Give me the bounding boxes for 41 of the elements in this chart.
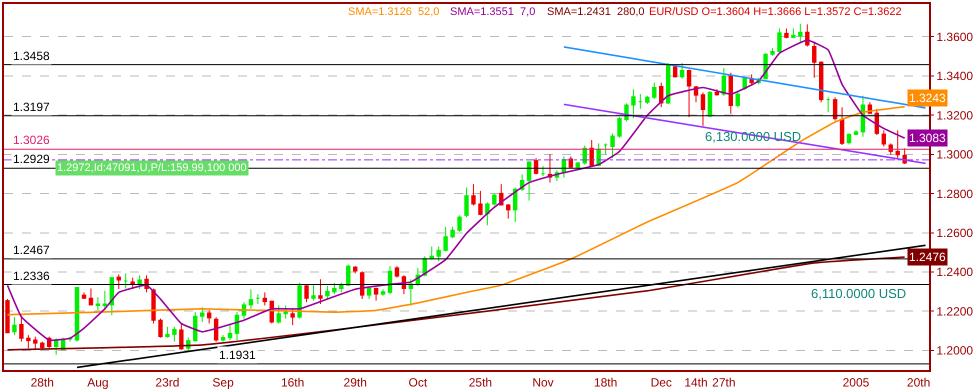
ref-line-label: 1.1931 bbox=[219, 348, 256, 362]
x-tick-label: Dec bbox=[650, 375, 672, 390]
y-tick-label: 1.3000 bbox=[936, 148, 974, 162]
y-tick-label: 1.2200 bbox=[936, 304, 974, 318]
x-tick-label: Nov bbox=[532, 375, 554, 390]
x-tick-label: Aug bbox=[87, 375, 109, 390]
x-tick-label: 27th bbox=[712, 375, 736, 390]
x-tick-label: 16th bbox=[280, 375, 304, 390]
data-label: 1.3083 bbox=[909, 131, 946, 145]
x-tick-label: 28th bbox=[30, 375, 54, 390]
y-tick-label: 1.2400 bbox=[936, 265, 974, 280]
annotation: SMA=1.3551 7,0 bbox=[450, 6, 536, 18]
annotation: EUR/USD O=1.3604 H=1.3666 L=1.3572 C=1.3622 bbox=[649, 6, 902, 18]
annotation: 6,110.0000 USD bbox=[811, 286, 906, 301]
ref-line-label: 1.2929 bbox=[13, 152, 50, 166]
data-label: 1.3243 bbox=[909, 91, 946, 105]
y-tick-label: 1.3200 bbox=[936, 108, 974, 122]
ref-line-label: 1.3458 bbox=[13, 49, 50, 63]
ref-line-label: 1.2336 bbox=[13, 269, 50, 283]
x-tick-label: 23rd bbox=[155, 375, 180, 390]
y-tick-label: 1.2800 bbox=[936, 186, 974, 201]
x-tick-label: 20th bbox=[906, 375, 930, 390]
ref-line-label: 1.2467 bbox=[13, 243, 50, 257]
x-tick-label: 2005 bbox=[842, 375, 870, 390]
data-label: 1.2476 bbox=[909, 250, 946, 264]
annotation: SMA=1.3126 52,0 bbox=[348, 6, 440, 18]
x-tick-label: 25th bbox=[468, 375, 492, 390]
annotation: SMA=1.2431 280,0 bbox=[547, 6, 645, 18]
y-tick-label: 1.2600 bbox=[936, 226, 974, 240]
y-tick-label: 1.3600 bbox=[936, 30, 974, 44]
x-tick-label: 29th bbox=[344, 375, 367, 390]
annotation: 6,130.0000 USD bbox=[705, 129, 802, 144]
x-tick-label: Sep bbox=[212, 375, 234, 390]
ref-line-label: 1.3026 bbox=[13, 133, 50, 147]
x-tick-label: Oct bbox=[408, 375, 428, 390]
x-tick-label: 14th bbox=[684, 375, 708, 390]
x-tick-label: 18th bbox=[594, 375, 618, 390]
y-tick-label: 1.3400 bbox=[936, 69, 974, 84]
ref-line-label: 1.3197 bbox=[13, 100, 50, 114]
ref-line-label: 1.2972,Id:47091,U,P/L:159.99,100 000 bbox=[57, 162, 247, 174]
y-tick-label: 1.2000 bbox=[936, 344, 974, 358]
